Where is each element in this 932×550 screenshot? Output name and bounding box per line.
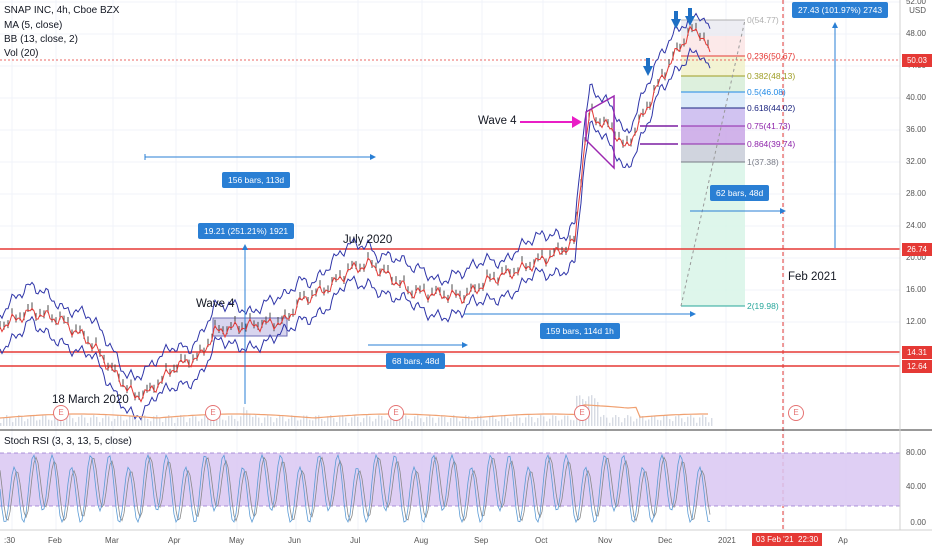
earnings-marker-3[interactable]: E [388, 405, 404, 421]
wave4-label-right: Wave 4 [478, 115, 517, 127]
time-tick: Jun [288, 536, 301, 545]
fib-zones [212, 20, 745, 337]
measure-label-159-bars[interactable]: 159 bars, 114d 1h [540, 323, 620, 339]
measure-label-156-bars[interactable]: 156 bars, 113d [222, 172, 291, 188]
march-2020-label: 18 March 2020 [52, 394, 129, 406]
volume-indicator-label[interactable]: Vol (20) [4, 48, 39, 59]
fib-label-05: 0.5(46.08) [747, 87, 786, 97]
stoch-rsi-lines [0, 453, 711, 524]
earnings-marker-1[interactable]: E [53, 405, 69, 421]
price-tick: 24.00 [905, 221, 926, 230]
price-tick: 52.00 [905, 0, 926, 6]
price-tick: 48.00 [905, 29, 926, 38]
earnings-marker-2[interactable]: E [205, 405, 221, 421]
fib-label-075: 0.75(41.73) [747, 121, 791, 131]
feb-2021-label: Feb 2021 [788, 271, 837, 283]
time-tick: Jul [350, 536, 361, 545]
measure-tools[interactable] [144, 22, 838, 404]
time-tick: May [229, 536, 245, 545]
fib-label-0: 0(54.77) [747, 15, 779, 25]
time-tick: :30 [4, 536, 16, 545]
down-arrow-icons [643, 8, 695, 76]
osc-tick-40: 40.00 [905, 482, 926, 491]
support-resistance-lines[interactable] [0, 59, 900, 367]
wave4-label-left: Wave 4 [196, 298, 235, 310]
measure-label-gain-2743[interactable]: 27.43 (101.97%) 2743 [792, 2, 889, 18]
level-tag-3: 12.64 [902, 360, 932, 373]
symbol-title[interactable]: SNAP INC, 4h, Cboe BZX [4, 5, 120, 16]
time-tick: Feb [48, 536, 62, 545]
currency-label[interactable]: USD [909, 6, 926, 15]
price-tick: 28.00 [905, 189, 926, 198]
price-tick: 40.00 [905, 93, 926, 102]
current-price-tag: 50.03 [902, 54, 932, 67]
earnings-marker-4[interactable]: E [574, 405, 590, 421]
fib-lines [680, 19, 746, 307]
price-tick: 16.00 [905, 285, 926, 294]
measure-label-62-bars[interactable]: 62 bars, 48d [710, 185, 770, 201]
time-tick: Ap [838, 536, 848, 545]
osc-tick-80: 80.00 [905, 448, 926, 457]
price-tick: 20.00 [905, 253, 926, 262]
price-tick: 32.00 [905, 157, 926, 166]
fib-label-0864: 0.864(39.74) [747, 139, 796, 149]
fib-label-0618: 0.618(44.02) [747, 103, 796, 113]
stoch-rsi-title[interactable]: Stoch RSI (3, 3, 13, 5, close) [4, 436, 132, 447]
cursor-date-tag: 03 Feb '21 22:30 [752, 533, 823, 546]
time-tick: Apr [168, 536, 181, 545]
fib-label-2: 2(19.98) [747, 301, 779, 311]
osc-tick-0: 0.00 [910, 518, 926, 527]
time-tick: Aug [414, 536, 429, 545]
ma-indicator-label[interactable]: MA (5, close) [4, 20, 63, 31]
time-tick: Sep [474, 536, 489, 545]
price-series [0, 12, 711, 421]
price-tick: 12.00 [905, 317, 926, 326]
measure-label-gain-1921[interactable]: 19.21 (251.21%) 1921 [198, 223, 295, 239]
price-tick: 36.00 [905, 125, 926, 134]
level-tag-2: 14.31 [902, 346, 932, 359]
time-tick: 2021 [718, 536, 736, 545]
volume-bars [0, 395, 713, 426]
wave4-arrow [520, 94, 678, 170]
bb-indicator-label[interactable]: BB (13, close, 2) [4, 34, 78, 45]
fib-label-1: 1(37.38) [747, 157, 779, 167]
time-tick: Mar [105, 536, 119, 545]
fib-label-0236: 0.236(50.67) [747, 51, 796, 61]
fib-label-0382: 0.382(48.13) [747, 71, 796, 81]
earnings-marker-5[interactable]: E [788, 405, 804, 421]
july-2020-label: July 2020 [343, 234, 393, 246]
level-tag-1: 26.74 [902, 243, 932, 256]
time-tick: Nov [598, 536, 613, 545]
time-tick: Oct [535, 536, 548, 545]
time-tick: Dec [658, 536, 673, 545]
measure-label-68-bars[interactable]: 68 bars, 48d [386, 353, 446, 369]
